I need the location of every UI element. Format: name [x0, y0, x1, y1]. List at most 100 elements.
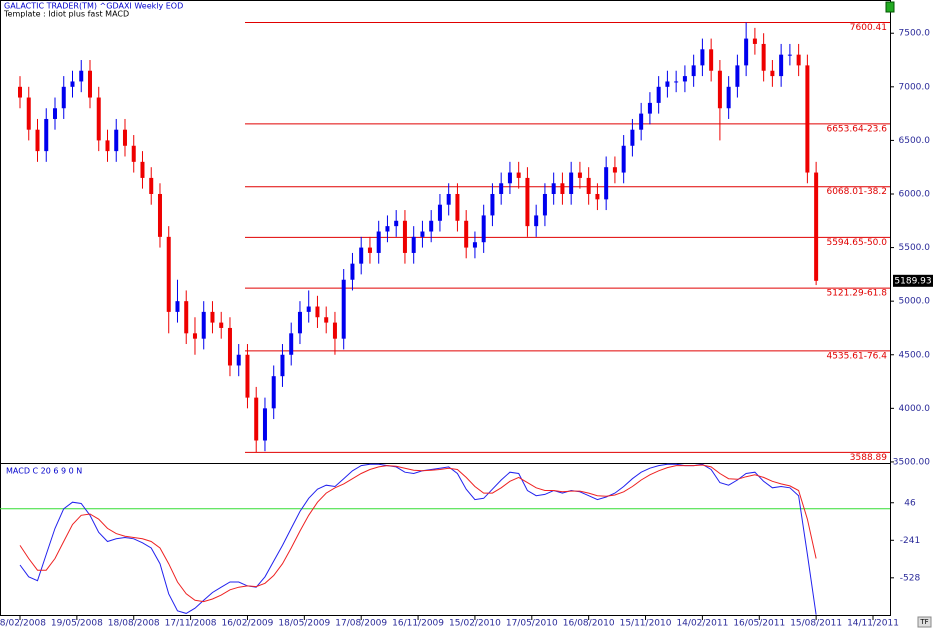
x-tick-label: 16/11/2009	[392, 619, 444, 629]
candle-body	[534, 215, 539, 227]
candle-body	[595, 193, 600, 200]
candle-body	[61, 86, 66, 109]
x-tick-label: 18/08/2008	[108, 619, 160, 629]
candle-body	[402, 220, 407, 253]
candle-body	[735, 65, 740, 87]
candle-body	[210, 311, 215, 323]
level-label: 6068.01-38.2	[826, 187, 887, 197]
candle-body	[779, 54, 784, 77]
candle-body	[280, 354, 285, 377]
macd-y-tick-label: -528	[900, 573, 921, 583]
candle-body	[262, 408, 267, 441]
candle-body	[481, 215, 486, 243]
candle-body	[744, 38, 749, 66]
candle-body	[429, 220, 434, 232]
macd-y-tick-label: -241	[900, 536, 920, 546]
candle-body	[770, 70, 775, 77]
candle-body	[761, 43, 766, 71]
candle-body	[709, 49, 714, 71]
candle-body	[752, 38, 757, 44]
candle-body	[18, 86, 22, 98]
candle-body	[639, 113, 644, 130]
candle-body	[175, 301, 180, 312]
candle-body	[157, 193, 162, 237]
chart-title: GALACTIC TRADER(TM) ^GDAXI Weekly EOD	[4, 2, 183, 11]
candle-body	[297, 311, 302, 334]
level-label: 5594.65-50.0	[826, 238, 887, 248]
candle-body	[621, 145, 626, 173]
candle-body	[542, 193, 547, 216]
y-tick-label: 4000.0	[899, 404, 931, 414]
candle-body	[691, 65, 696, 77]
y-tick-label: 6500.0	[899, 136, 931, 146]
candle-body	[149, 177, 154, 194]
candle-body	[367, 247, 372, 253]
candle-body	[604, 167, 609, 200]
candle-body	[236, 354, 241, 366]
x-tick-label: 14/02/2011	[676, 619, 728, 629]
x-tick-label: 16/08/2010	[563, 619, 615, 629]
plot-frame	[0, 0, 891, 616]
candle-body	[411, 236, 416, 253]
x-tick-label: 17/05/2010	[506, 619, 558, 629]
candle-body	[507, 172, 512, 184]
candle-body	[464, 220, 469, 248]
candle-body	[359, 247, 364, 264]
candle-body	[551, 183, 556, 194]
candle-body	[105, 140, 110, 152]
candle-body	[131, 145, 136, 162]
x-tick-label: 17/11/2008	[165, 619, 217, 629]
x-tick-label: 15/11/2010	[620, 619, 672, 629]
candle-body	[376, 231, 381, 253]
candle-body	[341, 279, 346, 339]
level-label: 3588.89	[850, 453, 887, 463]
y-tick-label: 4500.0	[899, 350, 931, 360]
y-tick-label: 7000.0	[899, 82, 931, 92]
candle-body	[114, 129, 119, 152]
last-price-label: 5189.93	[894, 276, 931, 286]
candle-body	[805, 65, 810, 173]
candle-body	[525, 177, 530, 227]
candle-body	[420, 231, 425, 237]
candle-body	[140, 161, 145, 178]
candle-body	[201, 311, 206, 339]
x-tick-label: 18/02/2008	[0, 619, 46, 629]
candle-body	[682, 76, 687, 82]
y-tick-label: 7500.0	[899, 29, 931, 39]
candle-body	[227, 327, 232, 366]
macd-line	[19, 464, 817, 603]
candle-body	[437, 204, 442, 221]
chart-subtitle: Template : Idiot plus fast MACD	[3, 10, 129, 19]
candle-body	[717, 70, 722, 109]
candle-body	[350, 263, 355, 280]
candle-body	[446, 193, 451, 205]
candle-body	[306, 306, 311, 312]
x-tick-label: 17/08/2009	[335, 619, 387, 629]
candle-body	[796, 54, 801, 66]
panel-button[interactable]	[885, 1, 895, 13]
level-label: 6653.64-23.6	[826, 124, 887, 134]
candle-body	[647, 102, 652, 114]
candle-body	[96, 97, 101, 141]
candle-body	[499, 183, 504, 194]
candle-body	[516, 172, 521, 178]
tf-button[interactable]	[917, 616, 932, 628]
candle-body	[315, 306, 320, 318]
candle-body	[455, 193, 460, 221]
x-tick-label: 18/05/2009	[278, 619, 330, 629]
candle-body	[271, 376, 276, 409]
candle-body	[166, 236, 171, 312]
candle-body	[394, 220, 399, 227]
candle-body	[385, 226, 390, 232]
tf-button-label[interactable]: TF	[919, 618, 928, 626]
candle-body	[569, 172, 574, 194]
level-label: 4535.61-76.4	[826, 351, 887, 361]
candle-body	[245, 354, 250, 398]
level-label: 5121.29-61.8	[826, 289, 887, 299]
candle-body	[586, 177, 591, 194]
candle-body	[87, 70, 92, 98]
x-tick-label: 15/02/2010	[449, 619, 501, 629]
candle-body	[814, 172, 819, 281]
